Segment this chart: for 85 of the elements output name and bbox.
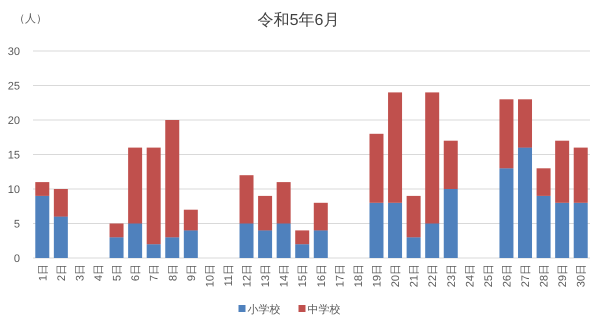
x-tick-label: 23日 [446, 264, 458, 288]
legend-label: 小学校 [248, 303, 280, 316]
x-tick-label: 20日 [390, 264, 402, 288]
bar [425, 92, 440, 224]
bar [35, 196, 50, 258]
bar [536, 168, 551, 196]
bar [536, 196, 551, 258]
y-tick-label: 20 [8, 115, 20, 127]
bar [54, 189, 68, 217]
x-tick-label: 2日 [56, 264, 68, 282]
x-tick-label: 26日 [501, 264, 514, 288]
bar [388, 92, 402, 203]
bar [276, 224, 291, 258]
bar [54, 216, 68, 258]
bar [128, 148, 142, 224]
bar [165, 237, 180, 258]
y-tick-label: 30 [8, 46, 20, 58]
x-tick-label: 16日 [316, 264, 328, 288]
x-tick-label: 21日 [408, 264, 421, 288]
x-tick-label: 22日 [427, 264, 440, 288]
bar [110, 237, 124, 258]
bar [314, 202, 328, 230]
bar [499, 99, 514, 168]
x-tick-label: 24日 [464, 264, 476, 288]
bar [369, 202, 384, 258]
bar [184, 230, 198, 258]
bar [165, 120, 180, 238]
bar [574, 202, 588, 258]
x-tick-label: 30日 [576, 264, 588, 288]
bar [240, 224, 254, 258]
x-tick-label: 5日 [112, 264, 124, 282]
x-tick-label: 17日 [334, 264, 346, 288]
bar [35, 182, 50, 196]
y-tick-label: 10 [8, 184, 20, 196]
bar [444, 140, 458, 189]
x-tick-label: 28日 [538, 264, 551, 288]
bar [295, 230, 310, 244]
x-tick-label: 6日 [130, 264, 142, 282]
chart-title: 令和5年6月 [258, 11, 340, 29]
x-tick-label: 8日 [167, 264, 180, 282]
x-tick-label: 18日 [352, 264, 365, 288]
x-tick-label: 25日 [482, 264, 495, 288]
y-tick-label: 5 [14, 218, 20, 230]
y-axis-title: （人） [14, 13, 47, 25]
bar [258, 196, 272, 230]
bar [425, 224, 440, 258]
x-tick-label: 13日 [260, 264, 272, 288]
x-tick-label: 1日 [37, 264, 50, 282]
bar [276, 182, 291, 224]
bar [518, 148, 532, 258]
x-tick-label: 12日 [242, 264, 254, 288]
x-tick-label: 10日 [204, 264, 216, 288]
y-tick-label: 15 [8, 150, 20, 162]
bar [406, 196, 421, 238]
bar [499, 168, 514, 258]
bar [406, 237, 421, 258]
bar [240, 175, 254, 224]
bar [388, 202, 402, 258]
legend-label: 中学校 [308, 303, 340, 316]
x-tick-label: 19日 [371, 264, 384, 288]
x-tick-label: 29日 [557, 264, 570, 288]
x-tick-label: 15日 [297, 264, 310, 288]
bar [555, 140, 570, 203]
bar [574, 148, 588, 203]
bar [110, 224, 124, 238]
x-tick-label: 14日 [278, 264, 291, 288]
bar [369, 134, 384, 203]
bar [555, 202, 570, 258]
x-tick-label: 3日 [74, 264, 86, 282]
bar [314, 230, 328, 258]
bar [258, 230, 272, 258]
bar [128, 224, 142, 258]
bar [184, 210, 198, 230]
bar [146, 148, 161, 244]
x-tick-label: 4日 [92, 264, 105, 282]
bar [444, 189, 458, 258]
bar [518, 99, 532, 148]
x-tick-label: 11日 [222, 264, 235, 286]
x-tick-label: 7日 [148, 264, 161, 282]
bar [295, 244, 310, 258]
bar [146, 244, 161, 258]
y-tick-label: 0 [14, 253, 20, 265]
x-tick-label: 9日 [186, 264, 198, 282]
y-tick-label: 25 [8, 80, 20, 92]
x-tick-label: 27日 [520, 264, 532, 288]
